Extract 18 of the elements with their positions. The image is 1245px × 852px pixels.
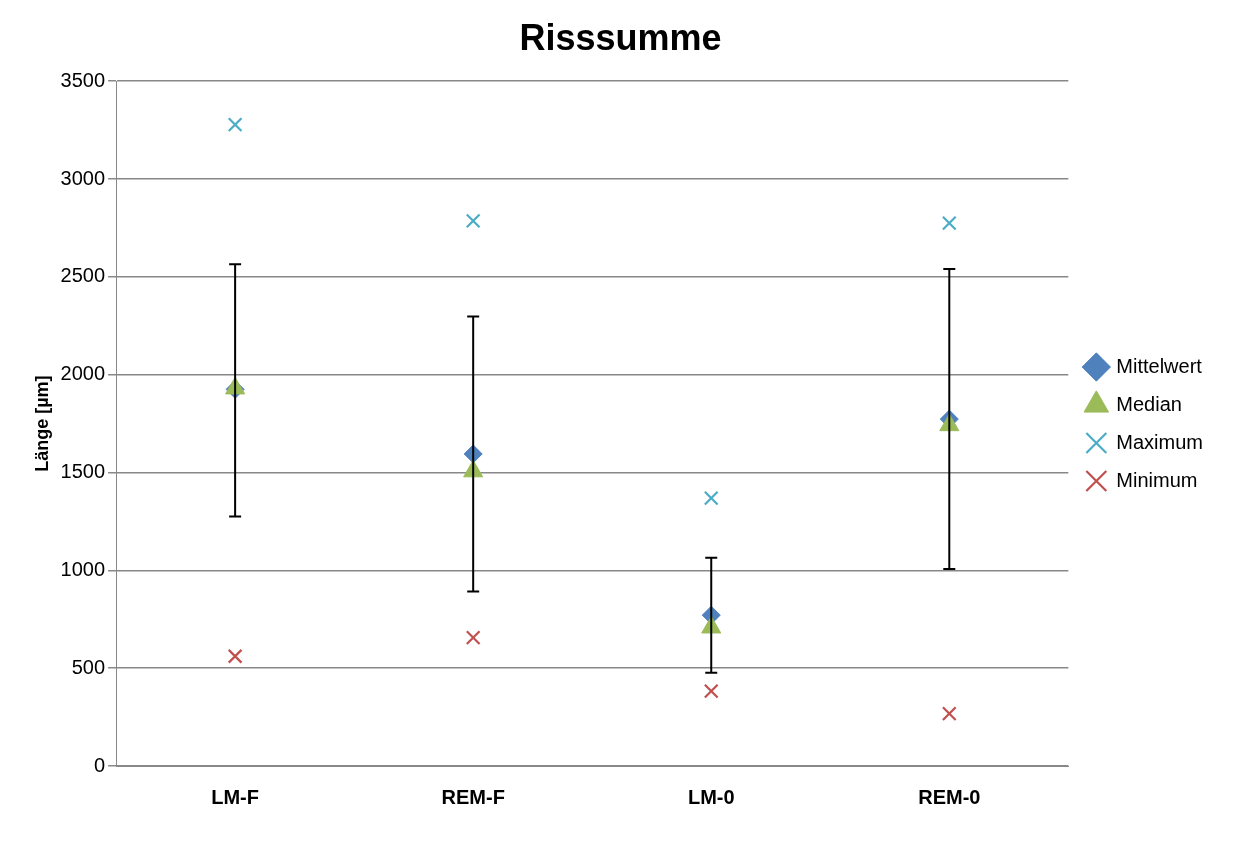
y-tick-label: 1000 bbox=[60, 557, 106, 580]
x-tick-label: REM-0 bbox=[918, 785, 981, 808]
legend-label: Mittelwert bbox=[1116, 354, 1203, 377]
legend-label: Median bbox=[1116, 392, 1182, 415]
x-tick-label: LM-F bbox=[211, 785, 259, 808]
y-axis-title: Länge [µm] bbox=[31, 375, 52, 472]
x-tick-label: LM-0 bbox=[687, 785, 735, 808]
y-tick-label: 3500 bbox=[60, 68, 106, 91]
x-tick-label: REM-F bbox=[441, 785, 505, 808]
chart-title: Risssumme bbox=[519, 16, 722, 58]
y-tick-label: 2500 bbox=[60, 264, 106, 287]
y-tick-label: 2000 bbox=[60, 362, 106, 385]
y-tick-label: 1500 bbox=[60, 460, 106, 483]
legend-label: Minimum bbox=[1116, 468, 1198, 491]
y-tick-label: 3000 bbox=[60, 166, 106, 189]
legend-label: Maximum bbox=[1116, 430, 1203, 453]
y-tick-label: 0 bbox=[93, 753, 106, 776]
y-tick-label: 500 bbox=[71, 655, 106, 678]
